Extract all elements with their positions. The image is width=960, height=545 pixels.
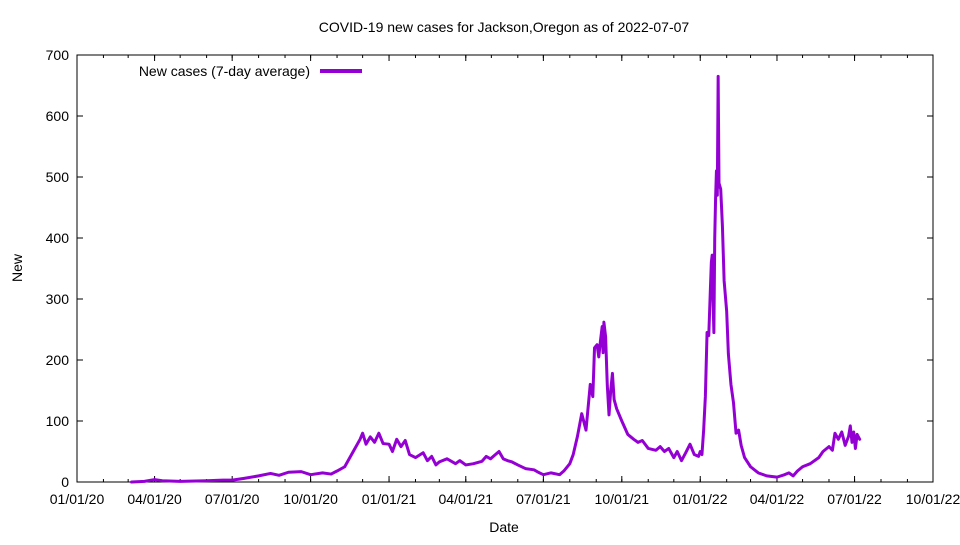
x-tick-label: 04/01/21 (439, 491, 494, 507)
y-tick-label: 500 (46, 169, 70, 185)
y-tick-label: 100 (46, 413, 70, 429)
x-axis: 01/01/20 04/01/20 07/01/20 10/01/20 01/01/21… (50, 55, 960, 507)
y-tick-label: 700 (46, 47, 70, 63)
x-tick-label: 01/01/21 (362, 491, 417, 507)
series-layer (130, 74, 862, 484)
plot-frame (76, 54, 934, 483)
y-tick-label: 300 (46, 291, 70, 307)
x-tick-label: 01/01/20 (50, 491, 105, 507)
x-tick-label: 10/01/20 (283, 491, 338, 507)
x-tick-label: 07/01/20 (205, 491, 260, 507)
x-tick-label: 07/01/21 (516, 491, 571, 507)
x-tick-label: 04/01/22 (750, 491, 805, 507)
chart-title: COVID-19 new cases for Jackson,Oregon as… (319, 19, 690, 35)
series-line (130, 74, 862, 484)
y-tick-label: 600 (46, 108, 70, 124)
legend: New cases (7-day average) (139, 63, 362, 79)
x-tick-label: 10/01/21 (595, 491, 650, 507)
y-tick-label: 0 (61, 474, 69, 490)
y-tick-label: 200 (46, 352, 70, 368)
y-axis: 0 100 200 300 400 500 600 700 (46, 47, 933, 490)
x-tick-label: 07/01/22 (827, 491, 882, 507)
x-tick-label: 10/01/22 (906, 491, 960, 507)
legend-label: New cases (7-day average) (139, 63, 310, 79)
y-axis-label: New (9, 253, 25, 282)
x-tick-label: 04/01/20 (127, 491, 182, 507)
y-tick-label: 400 (46, 230, 70, 246)
x-tick-label: 01/01/22 (673, 491, 728, 507)
x-axis-label: Date (489, 519, 519, 535)
